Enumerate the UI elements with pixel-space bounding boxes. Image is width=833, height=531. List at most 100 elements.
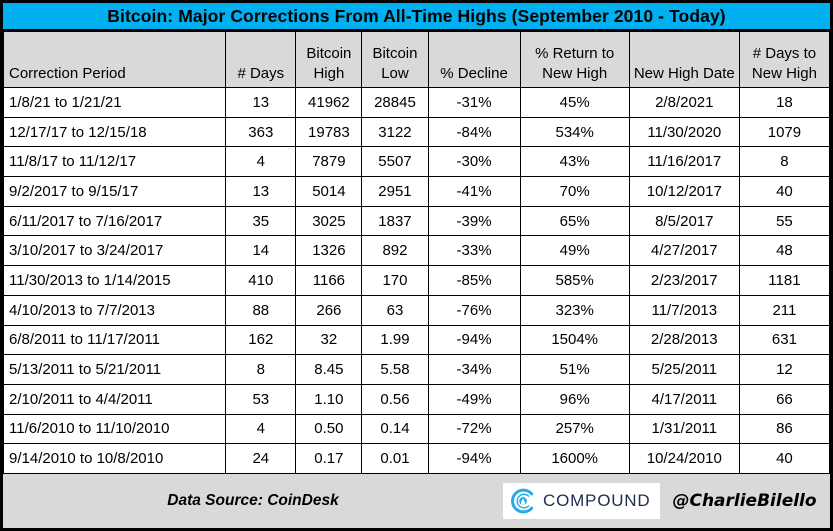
table-cell: 32 <box>295 324 363 356</box>
table-cell: 585% <box>519 265 630 296</box>
table-row: 11/8/17 to 11/12/17 4 7879 5507 -30% 43% 11/16… <box>2 146 831 178</box>
table-cell: 13 <box>225 176 297 207</box>
table-cell: 170 <box>361 265 429 296</box>
table-cell: 51% <box>519 354 630 385</box>
column-header-correction-period: Correction Period <box>2 31 227 88</box>
table-cell: 43% <box>519 146 630 178</box>
table-cell: 11/16/2017 <box>628 146 740 178</box>
table-cell: -33% <box>427 235 521 267</box>
table-cell: 45% <box>519 87 630 118</box>
table-cell: 3122 <box>361 116 429 148</box>
table-cell: 4/27/2017 <box>628 235 740 267</box>
column-header-days-to-new-high: # Days to New High <box>738 31 831 88</box>
table-cell: 65% <box>519 205 630 237</box>
table-cell: 534% <box>519 116 630 148</box>
table-cell: 6/11/2017 to 7/16/2017 <box>2 205 227 237</box>
table-cell: 49% <box>519 235 630 267</box>
table-cell: 410 <box>225 265 297 296</box>
table-cell: 9/14/2010 to 10/8/2010 <box>2 443 227 474</box>
compound-c-droplet-icon <box>508 486 538 516</box>
table-cell: -49% <box>427 383 521 415</box>
table-cell: 8.45 <box>295 354 363 385</box>
table-cell: 6/8/2011 to 11/17/2011 <box>2 324 227 356</box>
table-cell: 11/6/2010 to 11/10/2010 <box>2 413 227 445</box>
table-cell: 11/30/2020 <box>628 116 740 148</box>
table-cell: -85% <box>427 265 521 296</box>
table-cell: 2/8/2021 <box>628 87 740 118</box>
table-row: 9/14/2010 to 10/8/2010 24 0.17 0.01 -94% 1600… <box>2 443 831 474</box>
table-cell: 41962 <box>295 87 363 118</box>
table-cell: 48 <box>738 235 831 267</box>
table-cell: 5/13/2011 to 5/21/2011 <box>2 354 227 385</box>
table-cell: 1/8/21 to 1/21/21 <box>2 87 227 118</box>
table-cell: 892 <box>361 235 429 267</box>
compound-logo-text: COMPOUND <box>543 490 651 510</box>
table-cell: 8 <box>225 354 297 385</box>
table-row: 6/11/2017 to 7/16/2017 35 3025 1837 -39% 65% 8… <box>2 205 831 237</box>
table-cell: 86 <box>738 413 831 445</box>
table-cell: -30% <box>427 146 521 178</box>
table-cell: 9/2/2017 to 9/15/17 <box>2 176 227 207</box>
header-row: Correction Period # Days Bitcoin High Bi… <box>2 31 831 88</box>
table-cell: -41% <box>427 176 521 207</box>
footer: Data Source: CoinDesk COMPOUND @CharlieB… <box>3 473 830 528</box>
column-header-bitcoin-low: Bitcoin Low <box>361 31 429 88</box>
twitter-handle: @CharlieBilello <box>672 490 817 511</box>
table-cell: 1079 <box>738 116 831 148</box>
table-cell: 2951 <box>361 176 429 207</box>
table-cell: 5014 <box>295 176 363 207</box>
table-row: 1/8/21 to 1/21/21 13 41962 28845 -31% 45% 2/8/… <box>2 87 831 118</box>
table-cell: 1.10 <box>295 383 363 415</box>
table-cell: 0.17 <box>295 443 363 474</box>
table-cell: -84% <box>427 116 521 148</box>
table-cell: 0.14 <box>361 413 429 445</box>
table-cell: 4/10/2013 to 7/7/2013 <box>2 294 227 326</box>
column-header-bitcoin-high: Bitcoin High <box>295 31 363 88</box>
table-cell: 1600% <box>519 443 630 474</box>
table-cell: 11/8/17 to 11/12/17 <box>2 146 227 178</box>
table-cell: 3/10/2017 to 3/24/2017 <box>2 235 227 267</box>
table-cell: -39% <box>427 205 521 237</box>
table-cell: 4 <box>225 413 297 445</box>
table-cell: 2/10/2011 to 4/4/2011 <box>2 383 227 415</box>
column-header-days: # Days <box>225 31 297 88</box>
table-cell: 1166 <box>295 265 363 296</box>
table-cell: 53 <box>225 383 297 415</box>
table-cell: 3025 <box>295 205 363 237</box>
table-cell: 4 <box>225 146 297 178</box>
table-cell: 2/28/2013 <box>628 324 740 356</box>
table-cell: 266 <box>295 294 363 326</box>
table-cell: 96% <box>519 383 630 415</box>
table-cell: 0.56 <box>361 383 429 415</box>
table-cell: 2/23/2017 <box>628 265 740 296</box>
table-cell: 55 <box>738 205 831 237</box>
table-cell: -76% <box>427 294 521 326</box>
table-cell: 10/12/2017 <box>628 176 740 207</box>
table-cell: 1181 <box>738 265 831 296</box>
table-cell: 211 <box>738 294 831 326</box>
table-cell: 19783 <box>295 116 363 148</box>
table-cell: 5/25/2011 <box>628 354 740 385</box>
table-cell: 1.99 <box>361 324 429 356</box>
table-cell: 0.50 <box>295 413 363 445</box>
table-cell: 1/31/2011 <box>628 413 740 445</box>
table-cell: 0.01 <box>361 443 429 474</box>
table-cell: 66 <box>738 383 831 415</box>
column-header-new-high-date: New High Date <box>628 31 740 88</box>
table-row: 6/8/2011 to 11/17/2011 162 32 1.99 -94% 1504%… <box>2 324 831 356</box>
table-row: 11/30/2013 to 1/14/2015 410 1166 170 -85% 585… <box>2 265 831 296</box>
table-cell: 12/17/17 to 12/15/18 <box>2 116 227 148</box>
table-cell: 4/17/2011 <box>628 383 740 415</box>
chart-title: Bitcoin: Major Corrections From All-Time… <box>3 3 830 31</box>
table-cell: 11/30/2013 to 1/14/2015 <box>2 265 227 296</box>
table-cell: 363 <box>225 116 297 148</box>
table-cell: -34% <box>427 354 521 385</box>
table-cell: 8/5/2017 <box>628 205 740 237</box>
corrections-table: Correction Period # Days Bitcoin High Bi… <box>2 31 831 474</box>
table-row: 4/10/2013 to 7/7/2013 88 266 63 -76% 323% 11/7… <box>2 294 831 326</box>
table-cell: 70% <box>519 176 630 207</box>
table-cell: 1837 <box>361 205 429 237</box>
table-cell: 40 <box>738 176 831 207</box>
table-cell: 631 <box>738 324 831 356</box>
